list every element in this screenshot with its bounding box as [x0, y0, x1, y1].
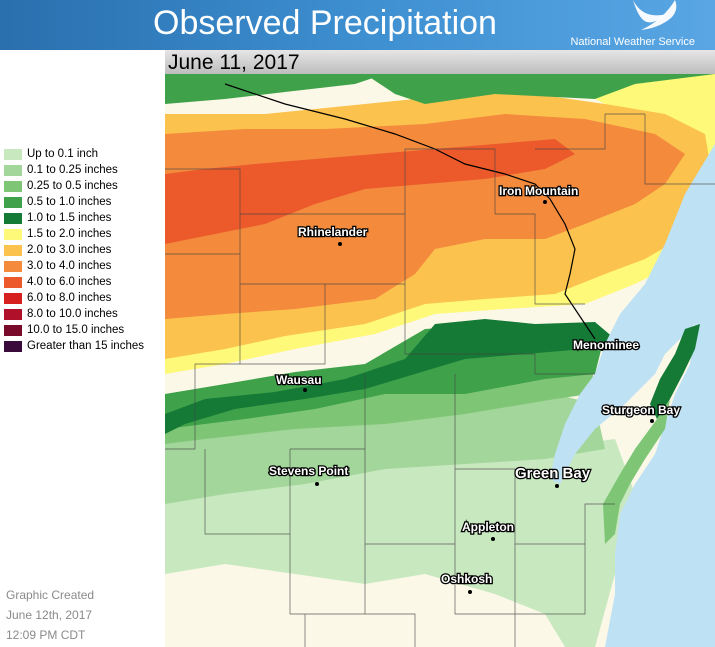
legend-swatch [4, 276, 22, 288]
legend-swatch [4, 196, 22, 208]
legend-swatch [4, 180, 22, 192]
agency-name: National Weather Service [570, 36, 695, 48]
created-date: June 12th, 2017 [6, 608, 93, 622]
legend-swatch [4, 324, 22, 336]
city-label-appleton: Appleton [462, 520, 514, 534]
legend-item: 0.25 to 0.5 inches [4, 178, 164, 194]
map-title: Observed Precipitation [153, 4, 497, 42]
legend-label: 0.5 to 1.0 inches [27, 196, 112, 208]
legend-swatch [4, 308, 22, 320]
created-time: 12:09 PM CDT [6, 628, 86, 642]
city-dot-green-bay [555, 484, 559, 488]
legend-item: 8.0 to 10.0 inches [4, 306, 164, 322]
city-label-wausau: Wausau [276, 373, 322, 387]
city-label-green-bay: Green Bay [515, 465, 591, 482]
legend-label: Greater than 15 inches [27, 340, 144, 352]
precipitation-map: Iron Mountain Rhinelander Menominee Waus… [165, 74, 715, 647]
legend-label: 0.1 to 0.25 inches [27, 164, 118, 176]
precip-band-6-0 [165, 139, 575, 244]
lake-michigan [550, 144, 715, 647]
legend-swatch [4, 148, 22, 160]
city-label-rhinelander: Rhinelander [298, 225, 368, 239]
precip-band-north-green [165, 74, 715, 104]
legend-label: 10.0 to 15.0 inches [27, 324, 125, 336]
precip-band-0-25 [165, 394, 605, 504]
nws-logo-icon [633, 0, 677, 30]
legend-swatch [4, 260, 22, 272]
legend-item: Greater than 15 inches [4, 338, 164, 354]
precipitation-legend: Up to 0.1 inch 0.1 to 0.25 inches 0.25 t… [4, 146, 164, 354]
legend-swatch [4, 228, 22, 240]
legend-item: 3.0 to 4.0 inches [4, 258, 164, 274]
city-dot-stevens-point [315, 482, 319, 486]
created-label: Graphic Created [6, 588, 95, 602]
legend-label: 1.5 to 2.0 inches [27, 228, 112, 240]
city-dot-sturgeon-bay [650, 419, 654, 423]
city-label-stevens-point: Stevens Point [269, 464, 348, 478]
county-lines [165, 113, 715, 647]
city-label-menominee: Menominee [573, 338, 639, 352]
legend-swatch [4, 340, 22, 352]
door-peninsula-precip [650, 324, 700, 419]
legend-label: Up to 0.1 inch [27, 148, 98, 160]
legend-item: 0.1 to 0.25 inches [4, 162, 164, 178]
legend-label: 6.0 to 8.0 inches [27, 292, 112, 304]
legend-item: 10.0 to 15.0 inches [4, 322, 164, 338]
observation-date: June 11, 2017 [168, 51, 300, 74]
legend-label: 4.0 to 6.0 inches [27, 276, 112, 288]
legend-item: Up to 0.1 inch [4, 146, 164, 162]
legend-label: 0.25 to 0.5 inches [27, 180, 118, 192]
legend-item: 4.0 to 6.0 inches [4, 274, 164, 290]
header-banner: Observed Precipitation National Weather … [0, 0, 715, 50]
city-dot-iron-mountain [543, 200, 547, 204]
city-label-oshkosh: Oshkosh [441, 572, 492, 586]
legend-label: 8.0 to 10.0 inches [27, 308, 118, 320]
date-bar: June 11, 2017 [165, 50, 715, 74]
legend-item: 2.0 to 3.0 inches [4, 242, 164, 258]
city-dot-menominee [600, 347, 604, 351]
city-dot-oshkosh [468, 590, 472, 594]
graphic-created-info: Graphic Created June 12th, 2017 12:09 PM… [6, 585, 94, 645]
city-label-sturgeon-bay: Sturgeon Bay [602, 403, 680, 417]
legend-item: 0.5 to 1.0 inches [4, 194, 164, 210]
city-dot-wausau [303, 388, 307, 392]
city-dot-appleton [491, 537, 495, 541]
precip-band-1-5 [165, 319, 615, 434]
legend-swatch [4, 212, 22, 224]
legend-label: 1.0 to 1.5 inches [27, 212, 112, 224]
legend-item: 6.0 to 8.0 inches [4, 290, 164, 306]
precip-band-0-1 [165, 439, 635, 647]
city-dot-rhinelander [338, 242, 342, 246]
city-label-iron-mountain: Iron Mountain [499, 184, 578, 198]
legend-swatch [4, 244, 22, 256]
legend-swatch [4, 292, 22, 304]
door-peninsula-land [603, 399, 670, 544]
legend-swatch [4, 164, 22, 176]
legend-item: 1.0 to 1.5 inches [4, 210, 164, 226]
legend-item: 1.5 to 2.0 inches [4, 226, 164, 242]
legend-label: 2.0 to 3.0 inches [27, 244, 112, 256]
legend-label: 3.0 to 4.0 inches [27, 260, 112, 272]
state-border [224, 83, 596, 340]
